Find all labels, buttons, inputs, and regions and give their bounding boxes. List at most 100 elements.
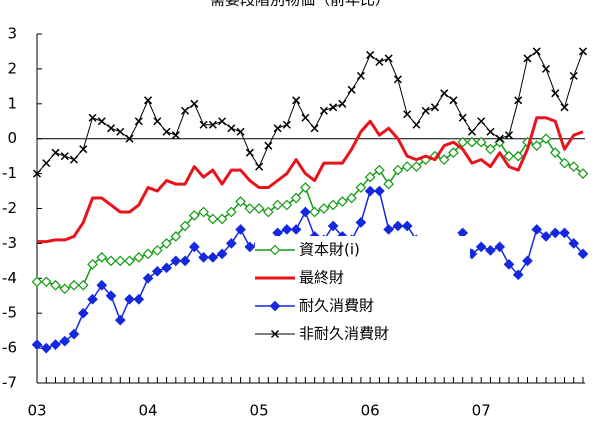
point — [50, 279, 61, 291]
point — [503, 150, 515, 162]
point — [475, 241, 487, 253]
y-tick-label: 0 — [7, 129, 17, 147]
point — [457, 136, 469, 148]
point — [522, 255, 533, 267]
point — [281, 199, 293, 211]
y-tick-label: 1 — [7, 94, 17, 112]
point — [383, 224, 395, 235]
point — [272, 199, 283, 211]
point — [466, 136, 478, 148]
point — [32, 169, 42, 178]
x-tick-label: 06 — [361, 402, 380, 420]
legend-box — [255, 236, 470, 348]
point — [216, 213, 228, 225]
point — [162, 127, 171, 136]
point — [87, 258, 98, 270]
point — [531, 140, 543, 152]
point — [523, 54, 532, 63]
point — [503, 258, 515, 270]
point — [68, 328, 80, 340]
point — [512, 150, 524, 162]
point — [540, 133, 552, 145]
point — [59, 283, 71, 295]
point — [411, 161, 422, 172]
point — [401, 220, 413, 232]
point — [124, 255, 135, 267]
point — [244, 241, 256, 253]
point — [300, 182, 311, 193]
point — [384, 54, 393, 63]
point — [40, 342, 52, 354]
point — [568, 161, 580, 172]
point — [263, 206, 274, 218]
point — [227, 124, 236, 133]
point — [142, 248, 154, 260]
point — [569, 71, 578, 80]
series-line — [37, 116, 584, 244]
point — [514, 96, 523, 105]
point — [171, 131, 180, 140]
point — [255, 162, 264, 171]
point — [42, 159, 51, 168]
point — [88, 113, 97, 122]
x-tick-label: 07 — [472, 402, 491, 420]
point — [161, 262, 172, 274]
point — [273, 124, 282, 133]
point — [532, 47, 541, 56]
point — [151, 245, 163, 256]
point — [179, 220, 191, 232]
point — [364, 185, 376, 197]
point — [290, 224, 302, 235]
point — [364, 171, 376, 183]
y-tick-label: -2 — [2, 199, 17, 217]
y-tick-label: -1 — [2, 164, 17, 182]
point — [151, 265, 163, 277]
legend-marker — [269, 300, 281, 312]
point — [253, 203, 265, 214]
point — [107, 124, 116, 133]
point — [282, 120, 291, 129]
point — [475, 136, 487, 148]
point — [421, 106, 430, 115]
point — [207, 213, 219, 225]
point — [68, 279, 80, 291]
point — [235, 224, 246, 235]
point — [327, 220, 339, 232]
legend-label: 最終財 — [299, 269, 344, 287]
point — [77, 279, 89, 291]
point — [114, 255, 126, 267]
point — [77, 307, 89, 319]
point — [309, 206, 320, 218]
point — [551, 89, 560, 98]
point — [50, 339, 61, 350]
point — [235, 196, 246, 207]
point — [218, 117, 227, 126]
point — [494, 241, 506, 253]
point — [199, 120, 208, 129]
point — [245, 148, 254, 157]
point — [327, 199, 339, 211]
point — [281, 224, 293, 235]
point — [329, 103, 338, 112]
point — [531, 224, 543, 235]
point — [392, 164, 404, 176]
point — [374, 185, 385, 197]
x-tick-label: 03 — [27, 402, 46, 420]
point — [346, 192, 357, 204]
point — [153, 117, 162, 126]
x-tick-label: 04 — [139, 402, 158, 420]
point — [105, 255, 117, 267]
legend-marker — [269, 244, 281, 256]
point — [60, 152, 69, 161]
point — [161, 238, 172, 249]
legend-label: 耐久消費財 — [299, 297, 374, 315]
point — [125, 134, 134, 143]
point — [79, 145, 88, 154]
point — [578, 47, 588, 56]
point — [208, 120, 217, 129]
point — [87, 293, 98, 305]
y-tick-label: -4 — [2, 269, 17, 287]
point — [430, 103, 439, 112]
point — [540, 231, 552, 242]
